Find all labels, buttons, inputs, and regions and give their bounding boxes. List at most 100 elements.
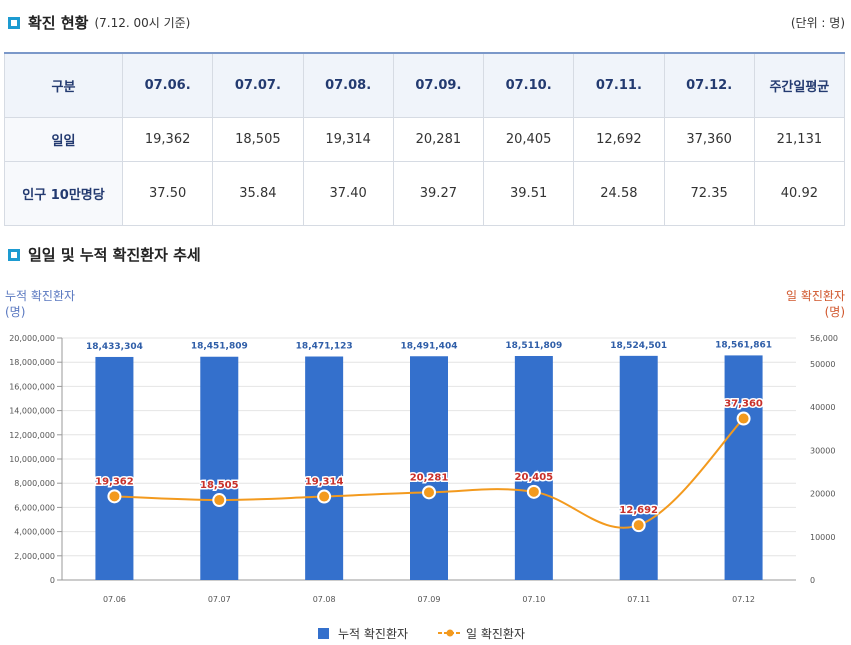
trend-title: 일일 및 누적 확진환자 추세 (28, 246, 201, 264)
table-cell: 40.92 (753, 160, 846, 226)
line-label: 20,281 (410, 472, 449, 483)
bar (305, 356, 344, 580)
table-cell: 20,281 (392, 116, 485, 162)
bar-label: 18,561,861 (715, 340, 772, 350)
table-cell: 18,505 (212, 116, 304, 162)
bar (95, 356, 134, 580)
x-tick-label: 07.07 (208, 595, 231, 604)
bar-label: 18,471,123 (296, 341, 353, 351)
line-label: 12,692 (619, 505, 658, 516)
table-cell: 21,131 (753, 116, 846, 162)
x-tick-label: 07.06 (103, 595, 126, 604)
bar (724, 355, 763, 580)
line-label: 19,362 (95, 476, 134, 487)
table-header-row: 구분 07.06. 07.07. 07.08. 07.09. 07.10. 07… (4, 52, 846, 118)
bar-label: 18,451,809 (191, 342, 248, 352)
right-tick-label: 40000 (810, 403, 835, 412)
right-axis-title: 일 확진환자 (786, 289, 845, 303)
line-label: 18,505 (200, 480, 239, 491)
line-point (212, 493, 227, 508)
table-row: 일일 19,362 18,505 19,314 20,281 20,405 12… (4, 116, 846, 162)
left-tick-label: 18,000,000 (9, 358, 55, 367)
left-tick-label: 0 (50, 576, 55, 585)
legend-line-marker (446, 629, 454, 637)
column-header: 07.10. (482, 52, 575, 118)
line-label: 19,314 (305, 477, 344, 488)
column-header: 07.12. (663, 52, 755, 118)
line-point (422, 485, 436, 500)
left-axis-title: 누적 확진환자 (5, 289, 75, 303)
table-cell: 39.51 (482, 160, 575, 226)
table-cell: 37.40 (302, 160, 394, 226)
right-tick-label: 20000 (810, 490, 835, 499)
table-cell: 35.84 (212, 160, 304, 226)
left-tick-label: 10,000,000 (9, 455, 55, 464)
status-section-header: 확진 현황 (7.12. 00시 기준) (8, 12, 190, 33)
bar (200, 356, 239, 580)
table-cell: 39.27 (392, 160, 485, 226)
line-label: 20,405 (515, 472, 554, 483)
right-tick-label: 50000 (810, 360, 835, 369)
bar (410, 356, 448, 580)
column-header: 07.08. (302, 52, 394, 118)
bar (619, 355, 658, 580)
bar (514, 356, 553, 580)
bar-label: 18,524,501 (610, 341, 667, 351)
table-cell: 19,314 (302, 116, 394, 162)
status-table: 구분 07.06. 07.07. 07.08. 07.09. 07.10. 07… (4, 52, 846, 226)
status-title: 확진 현황 (28, 14, 89, 32)
status-basis-note: (7.12. 00시 기준) (94, 16, 191, 30)
line-point (631, 518, 646, 533)
left-tick-label: 20,000,000 (9, 334, 55, 343)
legend-label: 누적 확진환자 (338, 627, 408, 641)
table-cell: 20,405 (482, 116, 575, 162)
row-header: 일일 (4, 116, 123, 162)
table-row: 인구 10만명당 37.50 35.84 37.40 39.27 39.51 2… (4, 160, 846, 226)
right-tick-label: 30000 (810, 446, 835, 455)
line-point (526, 484, 541, 499)
bar-label: 18,491,404 (401, 341, 458, 351)
left-tick-label: 8,000,000 (14, 479, 55, 488)
left-tick-label: 6,000,000 (14, 503, 55, 512)
x-tick-label: 07.08 (313, 595, 336, 604)
left-tick-label: 16,000,000 (9, 382, 55, 391)
column-header: 주간일평균 (753, 52, 846, 118)
table-cell: 19,362 (121, 116, 214, 162)
x-tick-label: 07.12 (732, 595, 755, 604)
bar-label: 18,511,809 (505, 341, 562, 351)
right-tick-label: 56,000 (810, 334, 838, 343)
line-point (736, 411, 751, 426)
table-cell: 12,692 (573, 116, 665, 162)
chart-legend: 누적 확진환자 일 확진환자 (318, 627, 525, 641)
bar-label: 18,433,304 (86, 342, 143, 352)
line-point (317, 489, 332, 504)
column-header: 07.06. (121, 52, 214, 118)
x-tick-label: 07.10 (522, 595, 545, 604)
table-cell: 37,360 (663, 116, 755, 162)
legend-label: 일 확진환자 (466, 627, 525, 641)
trend-section-header: 일일 및 누적 확진환자 추세 (8, 244, 201, 265)
x-tick-label: 07.11 (627, 595, 650, 604)
line-point (107, 489, 122, 504)
x-tick-label: 07.09 (418, 595, 441, 604)
table-cell: 72.35 (663, 160, 755, 226)
table-cell: 24.58 (573, 160, 665, 226)
right-axis-unit: (명) (825, 305, 845, 319)
left-tick-label: 4,000,000 (14, 528, 55, 537)
unit-note: (단위 : 명) (790, 16, 845, 30)
square-bullet-icon (8, 248, 20, 261)
table-corner-cell: 구분 (4, 52, 123, 118)
column-header: 07.09. (392, 52, 485, 118)
left-tick-label: 14,000,000 (9, 407, 55, 416)
right-tick-label: 10000 (810, 533, 835, 542)
legend-bar-swatch (318, 628, 329, 639)
left-tick-label: 2,000,000 (14, 552, 55, 561)
row-header: 인구 10만명당 (4, 160, 123, 226)
square-bullet-icon (8, 16, 20, 29)
line-label: 37,360 (724, 399, 763, 410)
column-header: 07.07. (212, 52, 304, 118)
left-tick-label: 12,000,000 (9, 431, 55, 440)
left-axis-unit: (명) (5, 305, 25, 319)
trend-chart: 누적 확진환자 (명) 일 확진환자 (명) 0 2,000,000 4,000,0… (5, 289, 845, 641)
column-header: 07.11. (573, 52, 665, 118)
